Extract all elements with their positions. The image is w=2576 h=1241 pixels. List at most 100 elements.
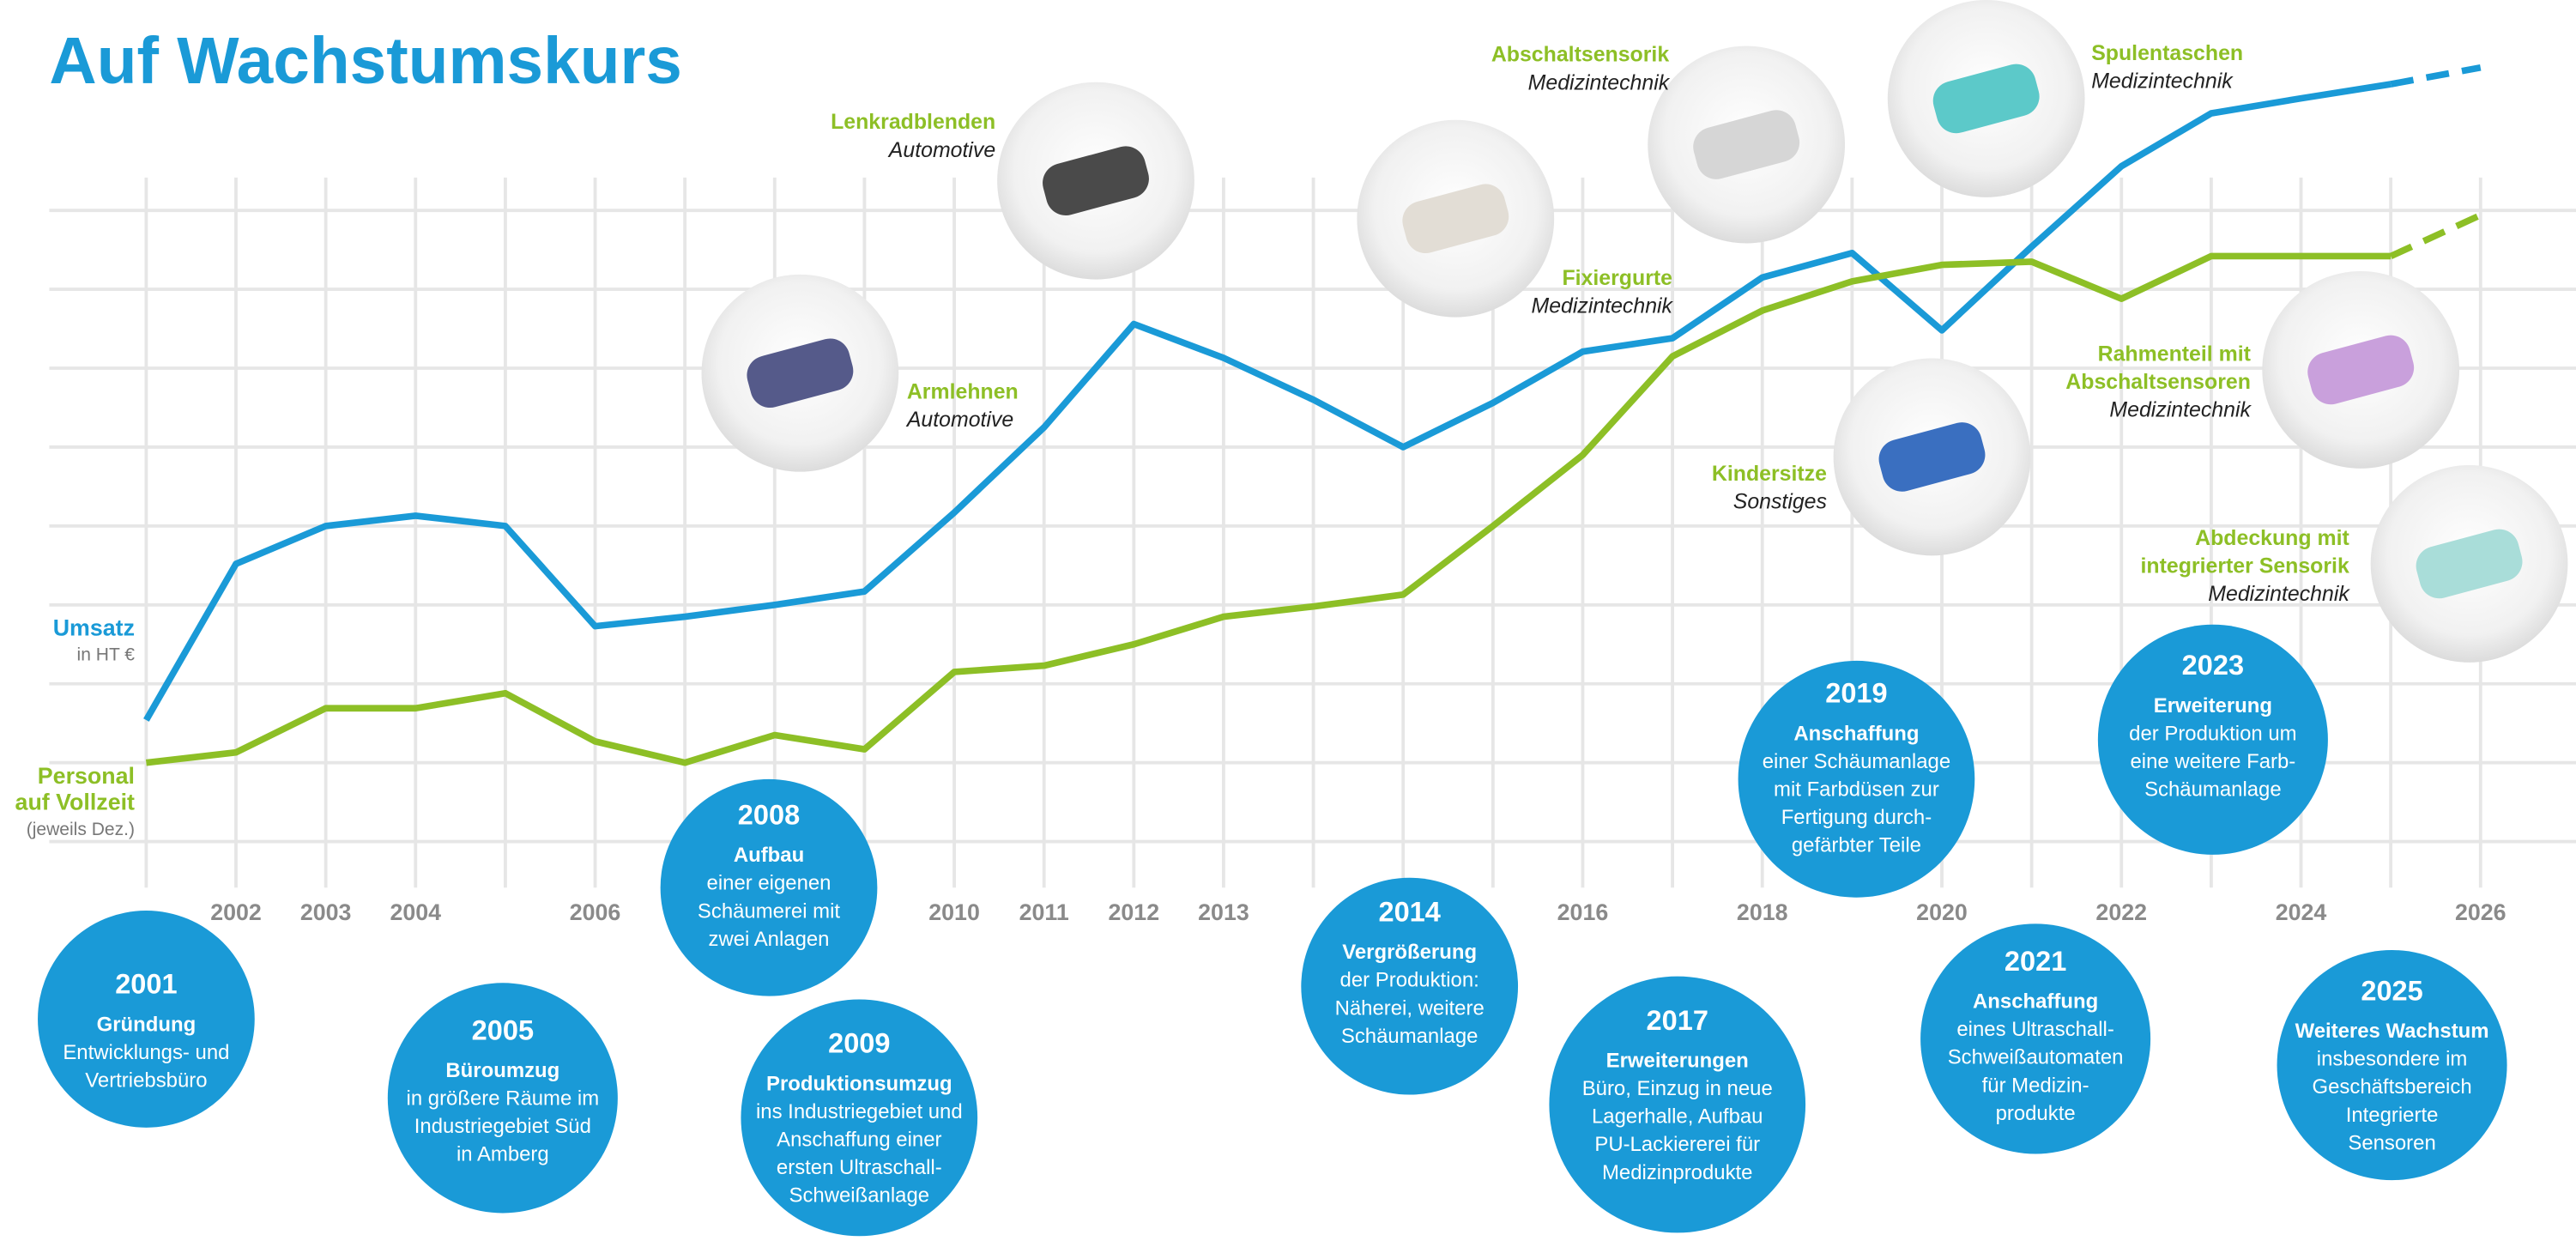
product-shape [1693,110,1800,179]
milestone-text: gefärbter Teile [1792,834,1921,857]
milestone-text: Büro, Einzug in neue [1582,1077,1773,1100]
product-name: Spulentaschen [2091,41,2243,65]
milestone-title: Weiteres Wachstum [2295,1020,2489,1043]
milestone-text: Integrierte [2346,1104,2439,1127]
milestone-text: Geschäftsbereich [2313,1075,2472,1099]
legend-note: (jeweils Dez.) [27,820,135,839]
legend-label: Personal [38,763,135,789]
product-name: Rahmenteil mit [2098,342,2251,366]
x-tick-label: 2003 [300,899,352,925]
product-shape [2307,335,2415,405]
product-shape [1878,422,1986,492]
x-tick-label: 2002 [210,899,262,925]
x-tick-label: 2011 [1019,899,1069,925]
milestone-title: Anschaffung [1793,722,1919,745]
milestone-text: Anschaffung einer [777,1128,941,1151]
milestone-text: PU-Lackiererei für [1594,1133,1760,1156]
milestone-year: 2005 [472,1014,534,1045]
milestone-year: 2025 [2361,975,2422,1006]
milestone-circle [741,999,978,1237]
x-tick-label: 2004 [390,899,441,925]
milestone-text: Medizinprodukte [1602,1161,1752,1184]
milestone-year: 2023 [2182,650,2244,681]
milestone-title: Aufbau [734,844,804,867]
milestone-title: Produktionsumzug [766,1072,952,1095]
product-shape [1402,184,1509,254]
milestone-circle [1920,923,2151,1154]
product-shape [1932,64,2040,134]
legend-note: in HT € [77,645,136,665]
product-category: Medizintechnik [2109,397,2252,421]
chart-title: Auf Wachstumskurs [49,25,681,98]
milestone-text: zwei Anlagen [709,928,830,951]
milestone-text: Industriegebiet Süd [414,1115,591,1138]
product-name: Abschaltsensoren [2065,370,2251,394]
milestone-circle [2277,950,2507,1181]
milestone-text: Fertigung durch- [1781,806,1932,829]
product-shape [1043,146,1149,215]
milestone-text: eine weitere Farb- [2131,750,2296,773]
milestone-text: eines Ultraschall- [1956,1018,2113,1041]
milestone-text: der Produktion: [1340,969,1479,992]
product-name: Armlehnen [907,379,1019,403]
product-category: Medizintechnik [1532,294,1674,318]
x-tick-label: 2013 [1198,899,1249,925]
milestone-year: 2017 [1647,1005,1708,1036]
milestone-title: Anschaffung [1973,990,2098,1014]
milestone-year: 2009 [828,1028,890,1059]
milestone-circle [387,983,618,1214]
x-tick-label: 2022 [2095,899,2147,925]
milestone-text: Schäumanlage [1341,1025,1478,1048]
series-line [143,81,2392,722]
product-category: Automotive [905,408,1013,432]
product-category: Sonstiges [1733,490,1827,514]
product-name: Abdeckung mit [2195,526,2349,550]
x-tick-label: 2018 [1737,899,1788,925]
series-line-dashed [2390,64,2482,88]
product-name: integrierter Sensorik [2141,554,2349,578]
series-line [145,252,2392,766]
milestone-text: Näherei, weitere [1335,996,1485,1020]
milestone-circle [38,911,255,1128]
milestone-text: Sensoren [2348,1131,2435,1154]
milestone-text: Schäumerei mit [698,899,841,923]
legend-label: Umsatz [53,615,135,641]
milestone-year: 2019 [1825,678,1887,709]
milestone-text: Vertriebsbüro [85,1069,207,1093]
product-category: Automotive [887,138,995,162]
milestone-text: einer eigenen [707,872,831,895]
milestone-title: Erweiterungen [1606,1050,1749,1073]
milestone-text: in Amberg [457,1143,549,1166]
product-category: Medizintechnik [1528,70,1671,94]
milestone-title: Erweiterung [2154,694,2272,717]
x-tick-label: 2020 [1916,899,1968,925]
milestone-year: 2014 [1378,896,1440,927]
milestone-circle [660,778,878,996]
product-name: Kindersitze [1712,462,1827,486]
milestone-circle [2097,624,2328,855]
milestone-text: Entwicklungs- und [63,1041,229,1064]
milestone-text: für Medizin- [1982,1074,2089,1097]
milestone-text: Schweißautomaten [1948,1046,2124,1069]
series-line-dashed [2389,212,2482,259]
x-tick-label: 2026 [2455,899,2506,925]
milestone-text: ersten Ultraschall- [777,1156,942,1179]
milestone-text: Lagerhalle, Aufbau [1592,1105,1763,1129]
milestone-circle [1549,976,1806,1233]
product-name: Abschaltsensorik [1491,43,1669,67]
milestone-text: Schweißanlage [789,1184,930,1208]
milestone-circle [1301,877,1519,1095]
milestone-title: Büroumzug [445,1059,559,1082]
milestone-text: insbesondere im [2317,1048,2467,1071]
product-shape [747,338,854,409]
x-tick-label: 2016 [1557,899,1609,925]
legend-label: auf Vollzeit [15,790,136,815]
x-tick-label: 2024 [2276,899,2327,925]
product-category: Medizintechnik [2208,582,2350,606]
x-tick-label: 2012 [1109,899,1160,925]
product-name: Lenkradblenden [831,110,995,134]
product-category: Medizintechnik [2091,69,2234,93]
